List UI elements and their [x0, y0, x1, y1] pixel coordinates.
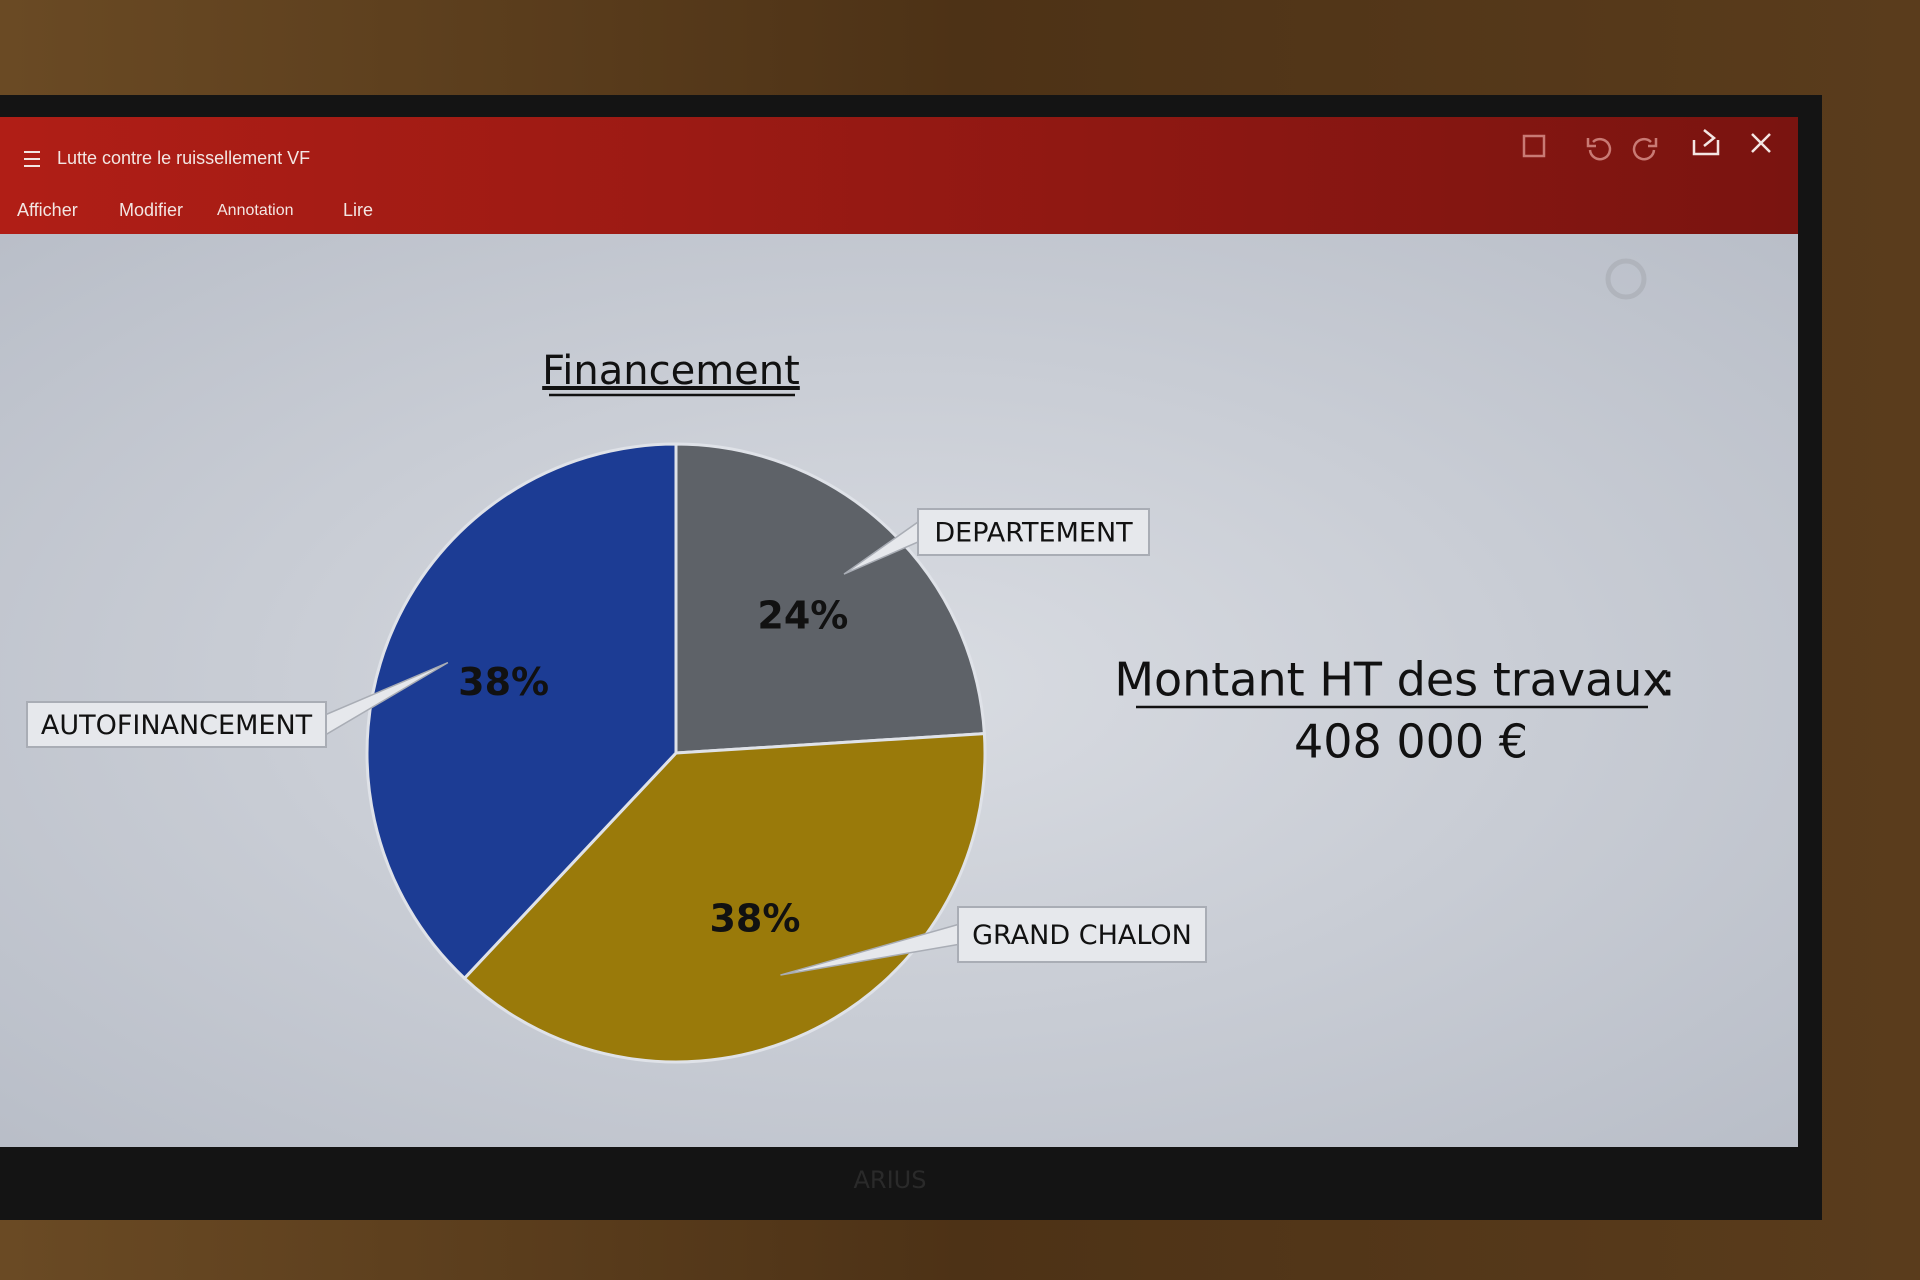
- pie-slice: [674, 442, 986, 755]
- value-label: 24%: [757, 593, 848, 637]
- amount-colon: :: [1660, 653, 1676, 707]
- chart-title: Financement: [542, 348, 800, 394]
- value-label: 38%: [709, 896, 800, 940]
- toolbar-icons[interactable]: [1522, 129, 1771, 161]
- value-label: 38%: [458, 660, 549, 704]
- pie-slice: [365, 442, 678, 981]
- hamburger-icon[interactable]: [24, 151, 40, 167]
- category-box: [917, 508, 1150, 556]
- category-label: GRAND CHALON: [972, 920, 1192, 951]
- pointer-indicator: [1605, 258, 1647, 300]
- menu-item[interactable]: Afficher: [17, 200, 78, 220]
- category-label: DEPARTEMENT: [934, 518, 1133, 549]
- category-box: [26, 701, 327, 748]
- menu-item[interactable]: Modifier: [119, 200, 183, 220]
- app-bar: [0, 117, 1798, 234]
- menu-item[interactable]: Lire: [343, 200, 373, 220]
- category-box: [957, 906, 1207, 963]
- brand: ARIUS: [854, 1166, 927, 1194]
- category-label: AUTOFINANCEMENT: [41, 710, 313, 741]
- menu-item[interactable]: Annotation: [217, 202, 294, 219]
- amount-value: 408 000 €: [1294, 715, 1528, 769]
- amount-label: Montant HT des travaux: [1114, 653, 1669, 707]
- document-title: Lutte contre le ruissellement VF: [57, 148, 310, 168]
- pie-slice: [462, 732, 987, 1064]
